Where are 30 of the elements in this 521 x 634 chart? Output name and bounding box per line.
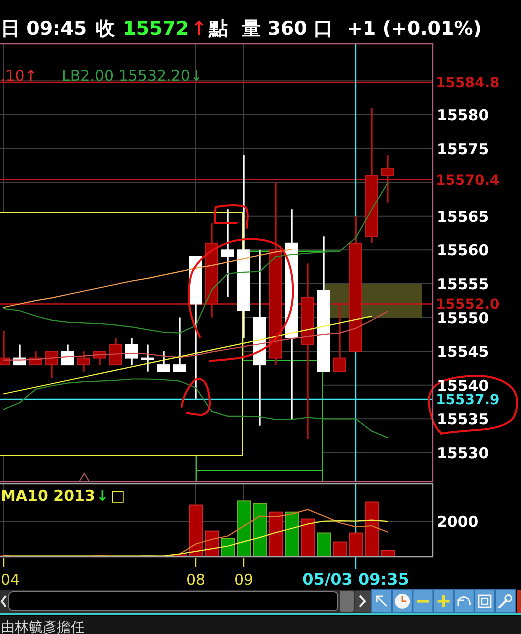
text: 日 09:45 <box>1 18 88 40</box>
y-tick-label: 15540 <box>437 376 490 395</box>
y-tick-label: 15580 <box>437 106 490 124</box>
ref-line-label: 15537.9 <box>436 392 500 409</box>
ref-line-label: 15570.4 <box>436 172 500 189</box>
x-tick-label: 08 <box>186 571 206 589</box>
annotation: □ <box>110 487 126 505</box>
text: +1 (+0.01%) <box>347 18 482 40</box>
text: 收 <box>96 18 116 40</box>
y-tick-label: 15565 <box>437 208 490 226</box>
y-tick-label: 15575 <box>437 140 490 158</box>
y-tick-label: 15560 <box>437 242 490 260</box>
ref-line-label: 15584.8 <box>436 76 500 92</box>
annotation: ↓ <box>96 487 109 505</box>
x-tick-label: 05/03 09:35 <box>302 570 410 589</box>
annotation: .10↑ <box>1 67 38 85</box>
x-tick-label: 04 <box>0 571 20 589</box>
y-tick-label: 15530 <box>437 444 490 462</box>
text: 15572 <box>123 18 190 40</box>
text: ↑ <box>191 18 208 40</box>
text: 點 <box>208 18 228 40</box>
y-tick-label: 15535 <box>437 410 490 429</box>
legend: MA10 2013 <box>1 487 96 505</box>
annotation: LB2.00 15532.20↓ <box>62 67 203 85</box>
y-tick-label: 2000 <box>437 513 479 532</box>
text: 由林毓彥擔任 <box>1 620 85 634</box>
y-tick-label: 15555 <box>437 275 490 294</box>
y-tick-label: 15545 <box>437 343 490 362</box>
x-tick-label: 09 <box>234 571 254 589</box>
text: 量 360 口 <box>241 18 333 40</box>
